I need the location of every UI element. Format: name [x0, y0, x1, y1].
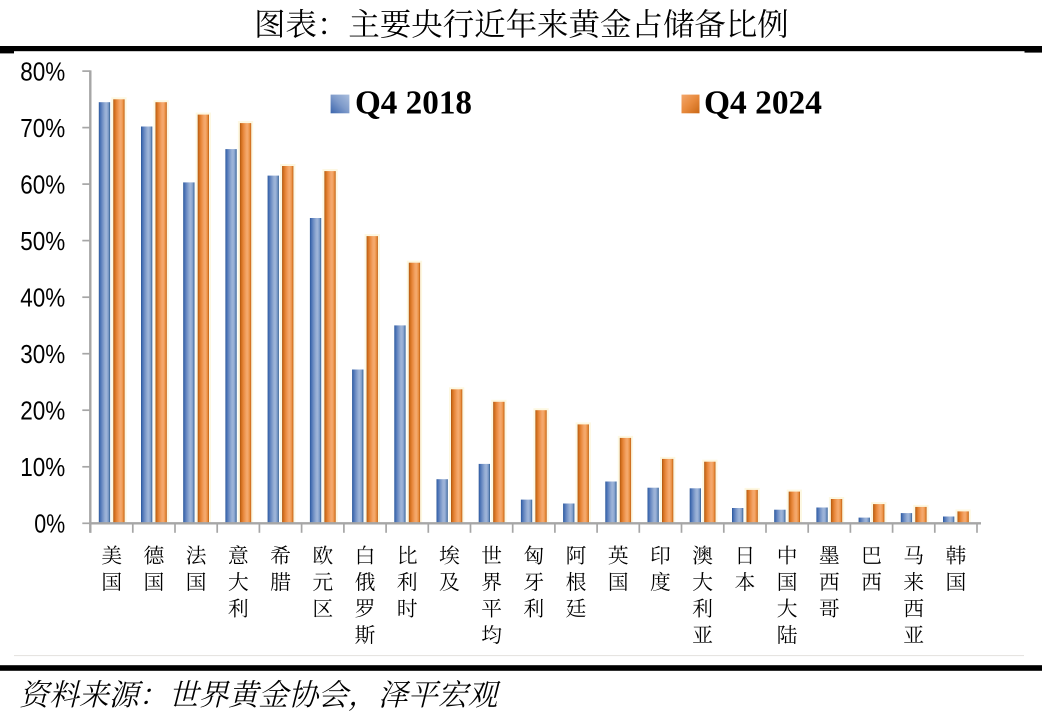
svg-text:70%: 70% [20, 115, 65, 143]
svg-text:Q4 2018: Q4 2018 [355, 84, 472, 121]
svg-text:10%: 10% [20, 454, 65, 482]
svg-text:30%: 30% [20, 341, 65, 369]
svg-text:20%: 20% [20, 398, 65, 426]
svg-text:60%: 60% [20, 171, 65, 199]
svg-text:40%: 40% [20, 285, 65, 313]
svg-text:Q4 2024: Q4 2024 [704, 84, 822, 121]
svg-text:0%: 0% [34, 511, 65, 539]
svg-text:50%: 50% [20, 228, 65, 256]
svg-text:80%: 80% [20, 58, 65, 86]
